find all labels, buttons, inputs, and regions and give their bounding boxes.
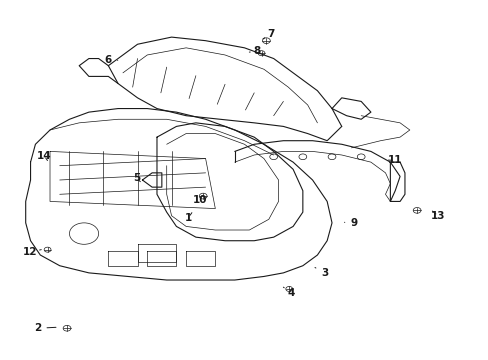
Text: 8: 8 <box>249 46 260 57</box>
Text: 2: 2 <box>34 323 56 333</box>
Text: 9: 9 <box>344 218 357 228</box>
Text: 12: 12 <box>22 247 41 257</box>
Text: 14: 14 <box>37 151 51 161</box>
Text: 11: 11 <box>387 156 402 165</box>
Text: 7: 7 <box>263 28 274 39</box>
Text: 10: 10 <box>192 195 206 204</box>
Text: 6: 6 <box>104 55 118 65</box>
Text: 13: 13 <box>430 211 445 221</box>
Text: 1: 1 <box>184 212 192 222</box>
Text: 4: 4 <box>283 287 294 297</box>
Text: 5: 5 <box>133 173 140 183</box>
Text: 3: 3 <box>314 267 327 278</box>
